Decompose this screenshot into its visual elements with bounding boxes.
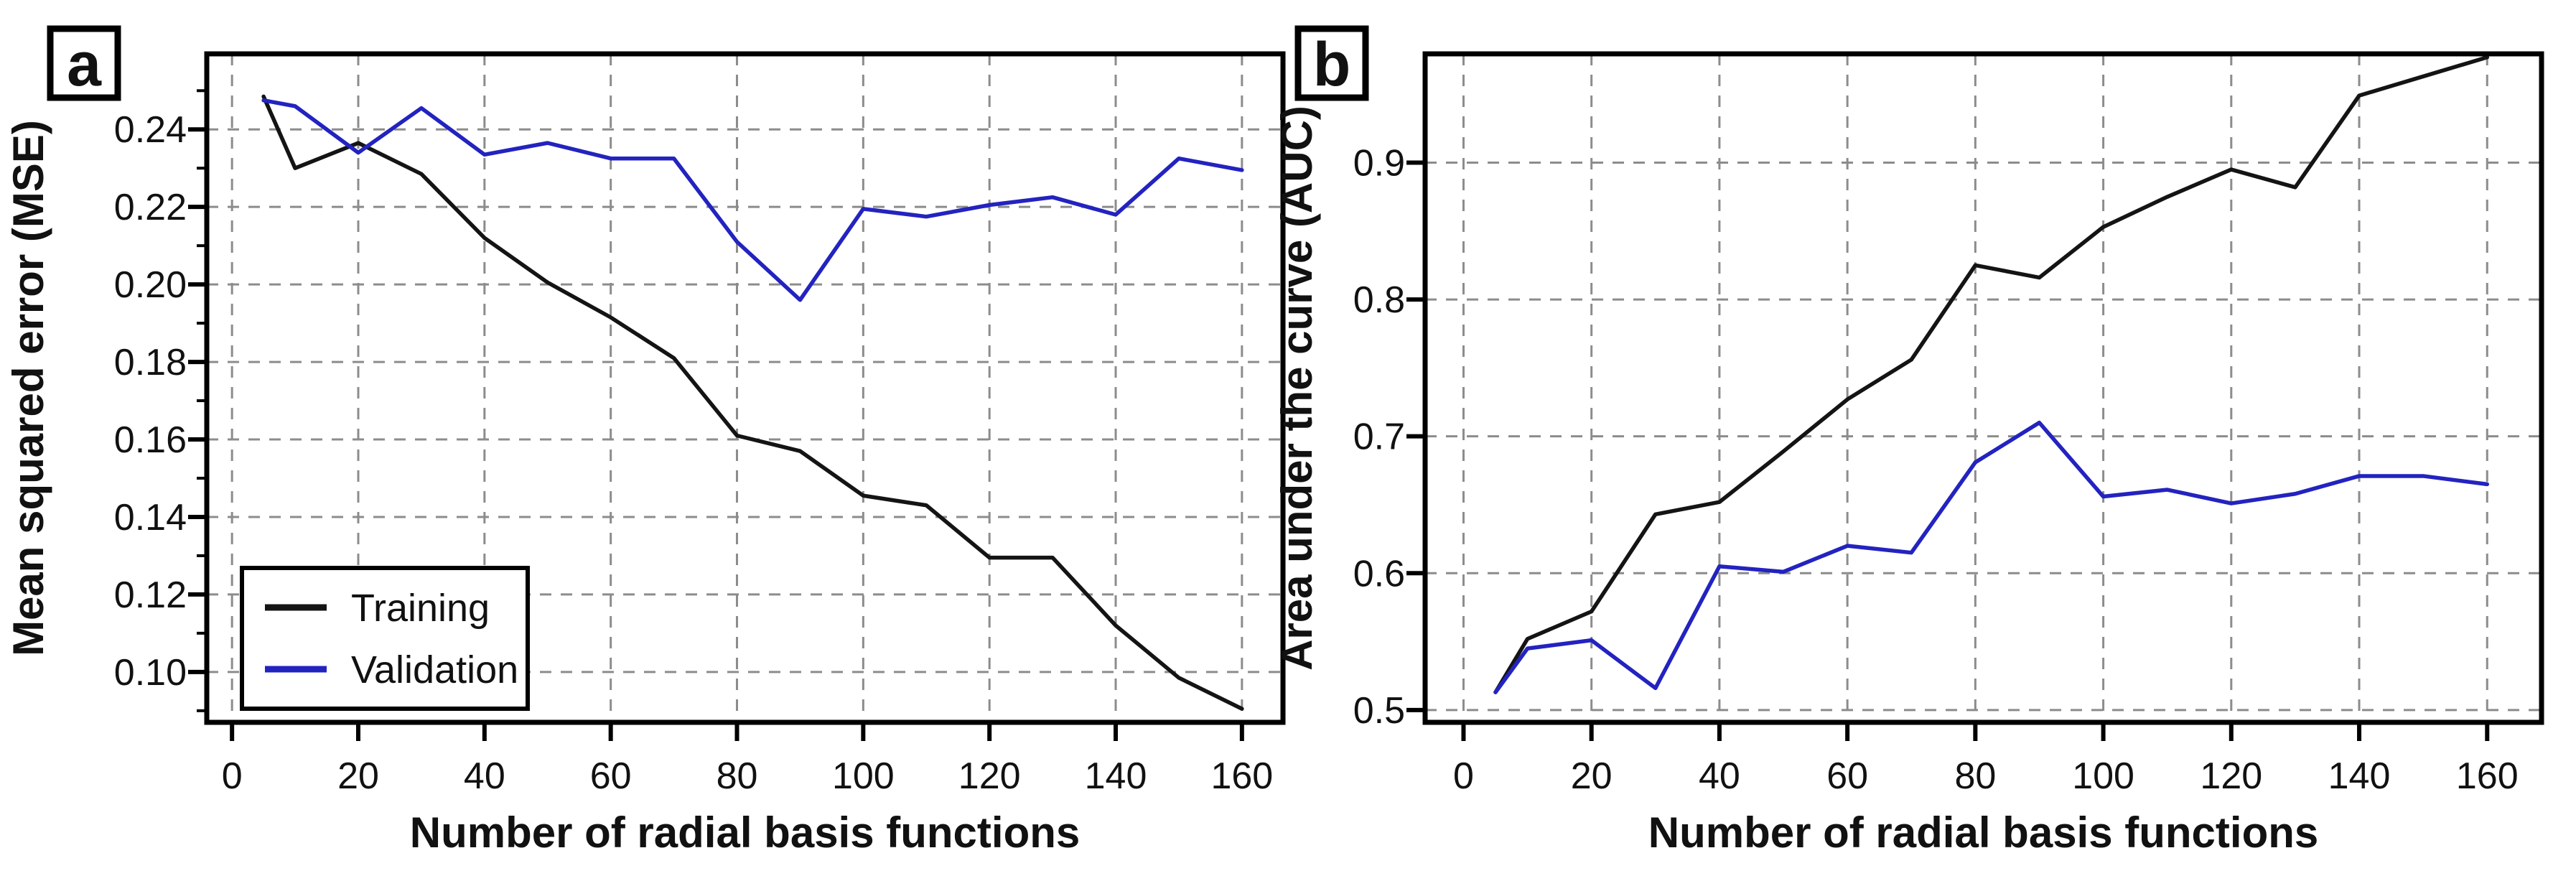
y-tick-label: 0.18 [114,342,187,383]
x-tick-label: 100 [2072,755,2134,797]
x-tick-label: 160 [1210,755,1273,797]
x-tick-label: 80 [1954,755,1996,797]
x-tick-label: 20 [337,755,379,797]
panel-a: 0 20 40 60 80 100 120 140 160 0.10 0.12 0.14 0.16 0.1… [4,25,1286,857]
plot-border [1422,51,2544,725]
x-tick-label: 20 [1571,755,1613,797]
y-tick-label: 0.16 [114,419,187,461]
x-tick-label: 120 [2200,755,2262,797]
x-axis-title: Number of radial basis functions [1648,809,2319,857]
panel-letter-box-b [1294,25,1369,101]
y-axis-title: Area under the curve (AUC) [1273,106,1321,671]
x-tick-label: 100 [832,755,895,797]
panel-letter-a: a [67,30,102,99]
training-series-line [261,94,1244,711]
x-tick-label: 60 [1826,755,1868,797]
panel-b: 0 20 40 60 80 100 120 140 160 0.5 0.6 0.7 0.8 0.9 Numb… [1273,25,2544,857]
plot-background [1425,54,2542,722]
validation-series-line [261,98,1244,302]
x-tick-label: 60 [590,755,632,797]
y-tick-label: 0.6 [1353,553,1405,595]
x-tick-label: 40 [1699,755,1740,797]
y-tick-label: 0.12 [114,574,187,616]
training-series-line [1493,55,2490,694]
x-tick-label: 0 [222,755,243,797]
legend-item-validation: Validation [265,648,518,691]
legend-label-validation: Validation [351,648,518,691]
y-tick-label: 0.14 [114,497,187,539]
legend-label-training: Training [351,587,490,630]
y-tick-label: 0.10 [114,652,187,694]
x-tick-label: 140 [2328,755,2391,797]
x-axis-title: Number of radial basis functions [410,809,1081,857]
plot-border [204,51,1286,725]
y-tick-label: 0.7 [1353,416,1405,458]
panel-letter-b: b [1313,30,1351,99]
y-tick-label: 0.24 [114,109,187,151]
x-tick-label: 80 [717,755,758,797]
validation-series-line [1493,420,2490,694]
x-tick-label: 120 [958,755,1021,797]
legend-item-training: Training [265,587,490,630]
legend-box [240,566,530,711]
y-tick-label: 0.20 [114,264,187,306]
x-tick-label: 160 [2456,755,2519,797]
panel-letter-box-a [47,25,121,101]
x-tick-label: 140 [1085,755,1147,797]
legend: Training Validation [240,566,530,711]
y-tick-label: 0.5 [1353,690,1405,732]
x-tick-label: 40 [464,755,505,797]
x-tick-label: 0 [1453,755,1474,797]
y-axis-title: Mean squared error (MSE) [4,120,52,656]
y-tick-label: 0.22 [114,187,187,228]
y-tick-label: 0.9 [1353,143,1405,185]
y-tick-label: 0.8 [1353,279,1405,321]
